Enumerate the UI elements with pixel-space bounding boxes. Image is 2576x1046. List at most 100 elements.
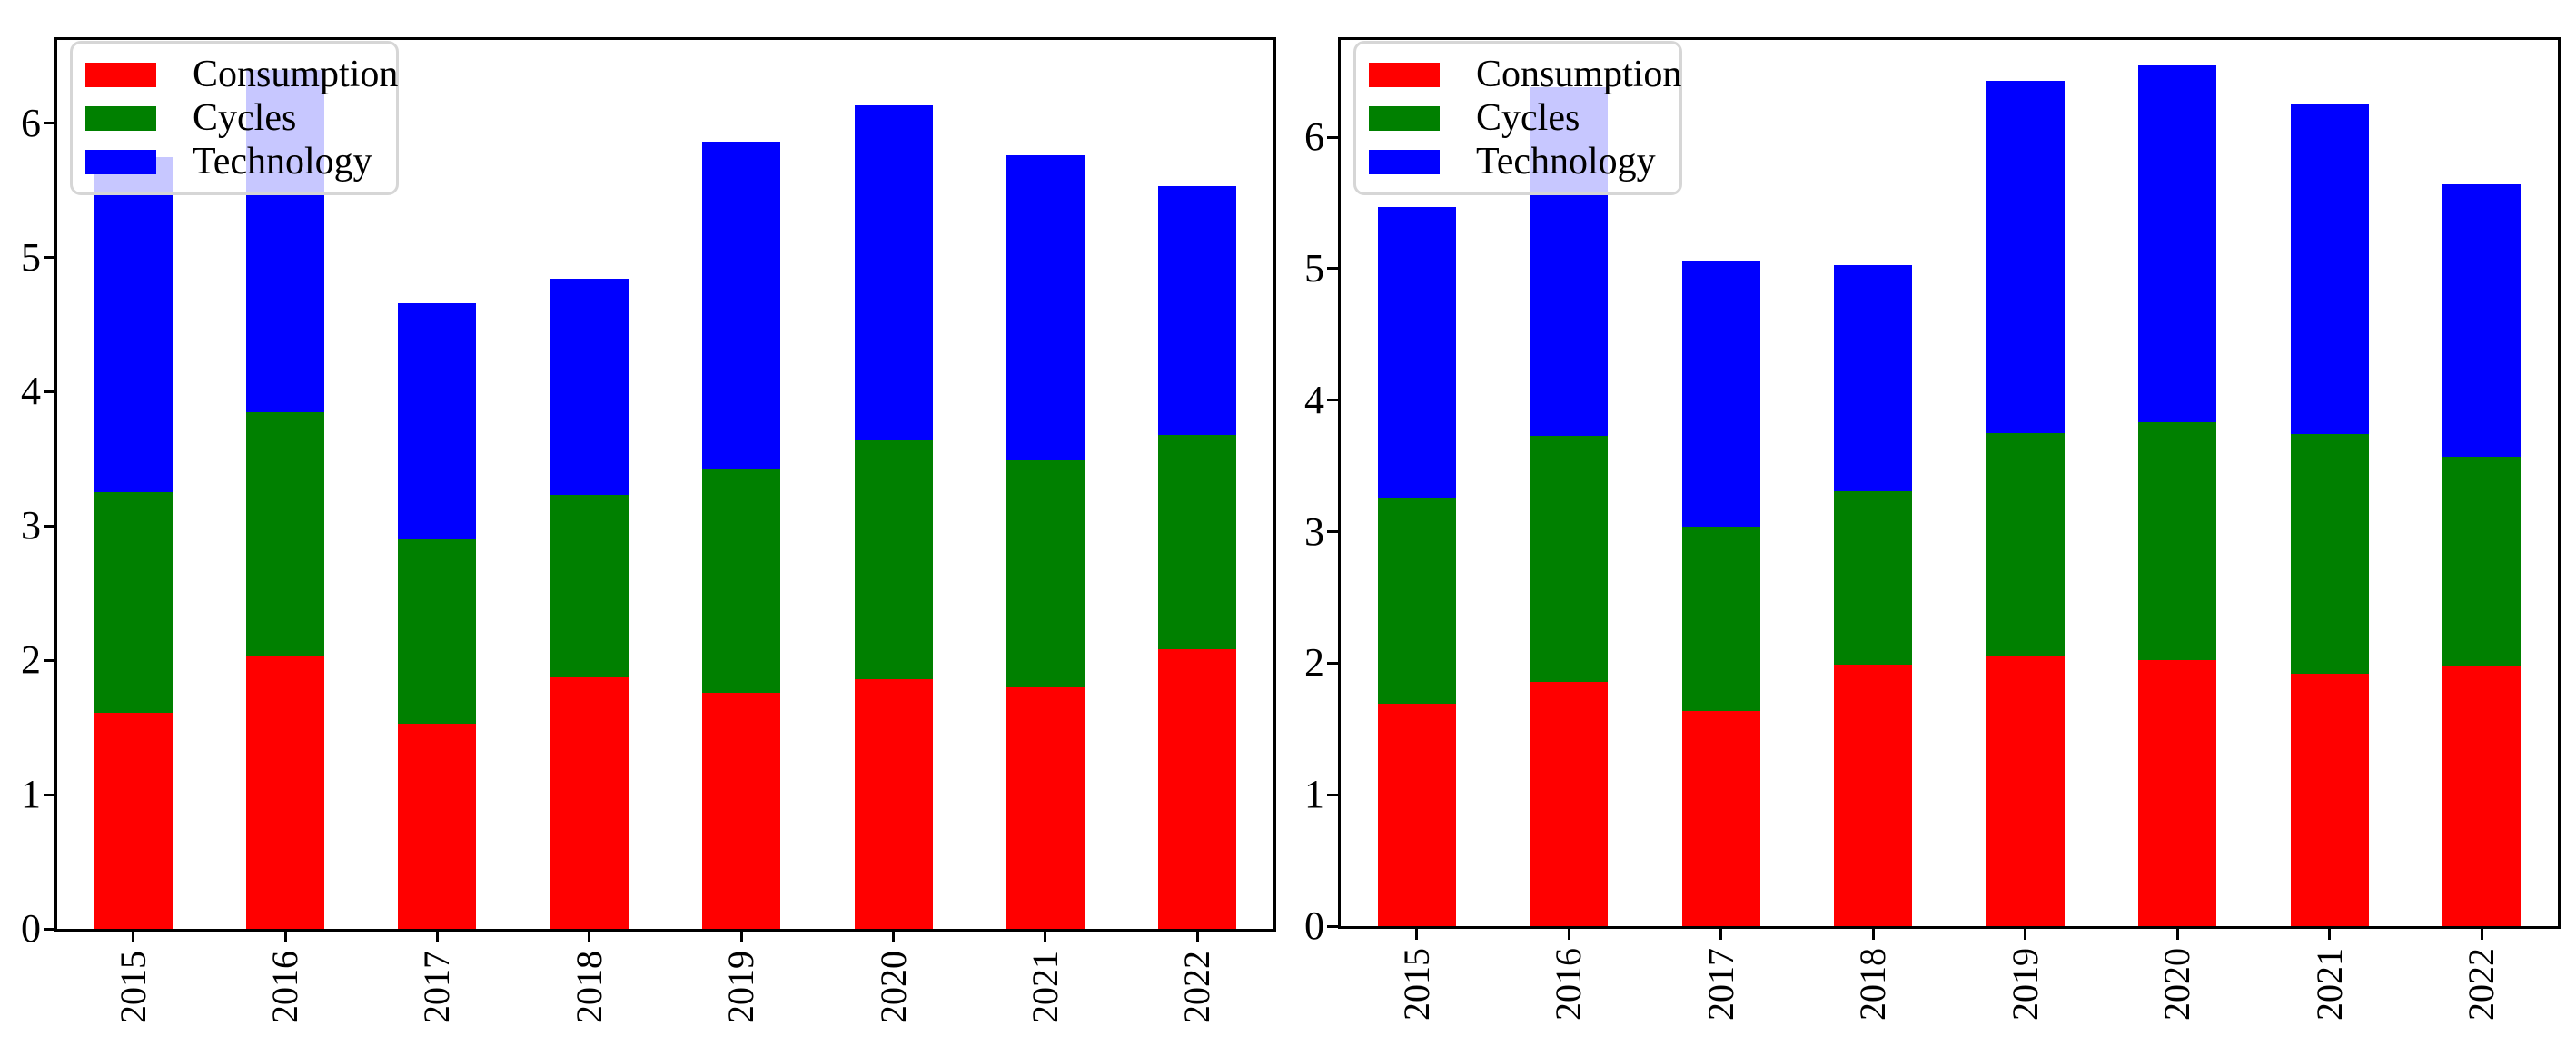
bar-segment-technology-2019 xyxy=(702,142,781,470)
bar-segment-cycles-2016 xyxy=(1530,435,1609,682)
x-axis-tick xyxy=(2024,929,2027,940)
bar-segment-cycles-2015 xyxy=(94,492,173,713)
x-axis-tick xyxy=(1044,932,1047,942)
bar-segment-cycles-2015 xyxy=(1377,498,1456,705)
legend-swatch-cycles-icon xyxy=(1369,105,1440,131)
x-axis-tick xyxy=(1195,932,1199,942)
legend-label-cycles: Cycles xyxy=(193,97,297,139)
y-axis-tick xyxy=(44,793,54,796)
x-axis-tick xyxy=(588,932,591,942)
x-axis-tick-label: 2020 xyxy=(872,951,914,1023)
x-axis-tick-label: 2017 xyxy=(416,951,458,1023)
stacked-bar-chart-left: 0 1 2 3 4 5 6 2015 2016 2017 2018 2019 2020 2021 2022 C… xyxy=(21,37,1276,1023)
x-axis-tick-label: 2016 xyxy=(264,951,306,1023)
stacked-bar-chart-right: 0 1 2 3 4 5 6 2015 2016 2017 2018 2019 2020 2021 2022 C… xyxy=(1304,37,2561,1021)
y-axis-tick-label: 2 xyxy=(21,637,41,683)
y-axis-tick xyxy=(44,122,54,125)
x-axis-tick xyxy=(435,932,439,942)
y-axis-tick-label: 5 xyxy=(21,234,41,280)
bar-segment-technology-2017 xyxy=(1681,261,1760,527)
legend-label-cycles: Cycles xyxy=(1476,97,1580,139)
y-axis-tick xyxy=(44,390,54,393)
bar-segment-cycles-2018 xyxy=(550,495,629,678)
legend-item-consumption: Consumption xyxy=(85,54,398,95)
x-axis-tick-label: 2019 xyxy=(2004,948,2046,1021)
bar-segment-technology-2020 xyxy=(854,105,933,440)
bar-segment-cycles-2022 xyxy=(1158,434,1237,650)
bar-segment-consumption-2016 xyxy=(1530,681,1609,926)
bar-segment-cycles-2022 xyxy=(2442,457,2522,666)
x-axis-tick xyxy=(1719,929,1723,940)
bar-segment-cycles-2020 xyxy=(2138,422,2217,661)
legend-item-technology: Technology xyxy=(85,141,383,183)
x-axis-tick xyxy=(2175,929,2179,940)
legend-swatch-technology-icon xyxy=(1369,149,1440,174)
x-axis-tick-label: 2020 xyxy=(2156,948,2198,1021)
x-axis-tick-label: 2022 xyxy=(2461,948,2502,1021)
y-axis-tick-label: 0 xyxy=(21,906,41,951)
legend-label-technology: Technology xyxy=(193,141,372,183)
legend-swatch-technology-icon xyxy=(85,149,156,174)
y-axis-tick xyxy=(1327,661,1338,665)
x-axis-tick-label: 2015 xyxy=(1395,948,1437,1021)
y-axis-tick xyxy=(44,524,54,528)
bar-segment-technology-2017 xyxy=(398,302,477,540)
legend-item-cycles: Cycles xyxy=(85,97,383,139)
y-axis-tick xyxy=(44,256,54,260)
x-axis-tick-label: 2015 xyxy=(112,951,154,1023)
y-axis-tick-label: 0 xyxy=(1304,903,1324,948)
bar-segment-consumption-2022 xyxy=(1158,649,1237,929)
bar-segment-technology-2015 xyxy=(94,156,173,493)
y-axis-tick-label: 1 xyxy=(21,772,41,817)
legend-swatch-consumption-icon xyxy=(1369,62,1440,87)
x-axis-tick-label: 2018 xyxy=(568,951,609,1023)
y-axis-tick xyxy=(1327,793,1338,796)
legend-item-cycles: Cycles xyxy=(1369,97,1667,139)
x-axis-tick-label: 2022 xyxy=(1176,951,1218,1023)
bar-segment-cycles-2019 xyxy=(702,469,781,693)
legend-item-technology: Technology xyxy=(1369,141,1667,183)
bar-segment-technology-2022 xyxy=(2442,184,2522,458)
y-axis-tick xyxy=(1327,399,1338,402)
legend-label-consumption: Consumption xyxy=(193,54,399,95)
x-axis-tick xyxy=(1871,929,1875,940)
legend-item-consumption: Consumption xyxy=(1369,54,1681,95)
x-axis-tick-label: 2016 xyxy=(1548,948,1590,1021)
bar-segment-consumption-2019 xyxy=(1986,656,2065,926)
legend-label-consumption: Consumption xyxy=(1476,54,1682,95)
x-axis-tick xyxy=(892,932,896,942)
x-axis-tick xyxy=(283,932,287,942)
bar-segment-consumption-2015 xyxy=(94,712,173,929)
x-axis-tick-label: 2017 xyxy=(1699,948,1741,1021)
y-axis-tick xyxy=(44,927,54,931)
bar-segment-technology-2018 xyxy=(1834,264,1913,491)
legend-label-technology: Technology xyxy=(1476,141,1656,183)
bar-segment-consumption-2015 xyxy=(1377,704,1456,926)
x-axis-tick xyxy=(2480,929,2483,940)
y-axis-tick xyxy=(44,658,54,662)
bar-segment-technology-2019 xyxy=(1986,80,2065,433)
bar-segment-consumption-2017 xyxy=(1681,710,1760,926)
x-axis-tick xyxy=(739,932,743,942)
bar-segment-consumption-2018 xyxy=(550,677,629,929)
x-axis-tick-label: 2021 xyxy=(1024,951,1065,1023)
y-axis-tick-label: 4 xyxy=(21,369,41,414)
bar-segment-consumption-2021 xyxy=(2290,673,2369,926)
bar-segment-cycles-2017 xyxy=(1681,526,1760,711)
bar-segment-consumption-2020 xyxy=(854,678,933,929)
x-axis-tick xyxy=(1415,929,1419,940)
y-axis-tick xyxy=(1327,267,1338,271)
y-axis-tick-label: 2 xyxy=(1304,640,1324,686)
x-axis-tick xyxy=(1567,929,1570,940)
bar-segment-consumption-2021 xyxy=(1006,686,1085,929)
bar-segment-consumption-2019 xyxy=(702,692,781,929)
bar-segment-technology-2022 xyxy=(1158,186,1237,435)
bar-segment-cycles-2017 xyxy=(398,539,477,724)
bar-segment-technology-2015 xyxy=(1377,206,1456,499)
bar-segment-consumption-2020 xyxy=(2138,660,2217,926)
x-axis-tick-label: 2018 xyxy=(1852,948,1894,1021)
bar-segment-cycles-2021 xyxy=(1006,459,1085,687)
x-axis-tick-label: 2021 xyxy=(2308,948,2350,1021)
bar-segment-consumption-2018 xyxy=(1834,664,1913,926)
